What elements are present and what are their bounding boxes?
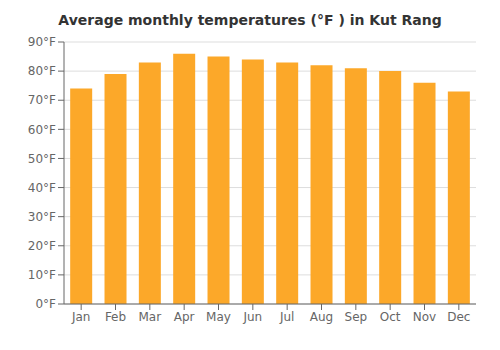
- svg-text:Mar: Mar: [139, 310, 162, 324]
- svg-text:Jun: Jun: [242, 310, 262, 324]
- svg-text:Oct: Oct: [380, 310, 401, 324]
- svg-text:Aug: Aug: [310, 310, 333, 324]
- svg-text:40°F: 40°F: [28, 181, 56, 195]
- svg-text:Sep: Sep: [345, 310, 368, 324]
- svg-text:70°F: 70°F: [28, 93, 56, 107]
- html-text:Average monthly temperatures (: Average monthly temperatures (°F ) in Ku…: [58, 12, 442, 28]
- svg-text:Feb: Feb: [105, 310, 126, 324]
- svg-text:10°F: 10°F: [28, 268, 56, 282]
- svg-text:May: May: [206, 310, 231, 324]
- svg-text:20°F: 20°F: [28, 239, 56, 253]
- svg-text:50°F: 50°F: [28, 152, 56, 166]
- svg-text:Apr: Apr: [174, 310, 195, 324]
- svg-text:Nov: Nov: [413, 310, 436, 324]
- svg-text:90°F: 90°F: [28, 35, 56, 49]
- svg-text:0°F: 0°F: [35, 297, 56, 311]
- svg-text:Dec: Dec: [447, 310, 470, 324]
- svg-text:60°F: 60°F: [28, 123, 56, 137]
- svg-text:Jan: Jan: [71, 310, 91, 324]
- svg-text:30°F: 30°F: [28, 210, 56, 224]
- svg-text:Jul: Jul: [279, 310, 294, 324]
- svg-text:80°F: 80°F: [28, 64, 56, 78]
